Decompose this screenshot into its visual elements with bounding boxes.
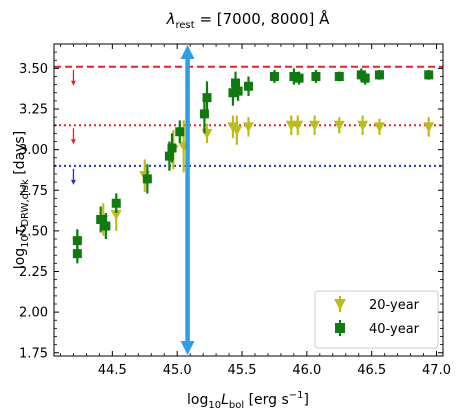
point-40-year-7: [167, 133, 177, 163]
y-tick-label: 2.25: [19, 265, 48, 280]
point-40-year-21: [360, 71, 370, 85]
legend-swatch-40-year: [335, 323, 345, 333]
y-axis-label-var-sub: DRW,disk: [20, 179, 31, 227]
x-axis-label-unit-end: ]: [304, 392, 309, 408]
x-tick-label: 45.5: [228, 363, 257, 378]
point-20-year-13: [333, 117, 345, 134]
point-40-year-5: [142, 164, 152, 194]
point-20-year-11: [292, 115, 304, 135]
y-tick-label: 2.00: [19, 306, 48, 321]
point-40-year-8: [175, 120, 185, 144]
point-20-year-9: [243, 117, 254, 137]
point-20-year-6: [201, 123, 213, 144]
y-tick-label: 3.00: [19, 143, 48, 158]
point-40-year-14: [244, 76, 253, 96]
x-tick-label: 46.0: [292, 363, 321, 378]
y-axis-label-log: log: [12, 248, 28, 269]
title-subscript: rest: [175, 20, 194, 31]
x-tick-label: 47.0: [422, 363, 451, 378]
point-20-year-8: [231, 115, 243, 145]
point-40-year-2: [96, 206, 106, 233]
y-tick-label: 2.75: [19, 184, 48, 199]
y-axis-label-base: 10: [20, 235, 31, 248]
legend-label-20-year: 20-year: [369, 298, 420, 313]
point-40-year-3: [101, 213, 111, 239]
point-40-year-1: [72, 229, 82, 252]
x-axis-label-var: L: [221, 392, 229, 408]
legend-entry-40-year: 40-year: [335, 320, 420, 337]
y-axis-label-var: τ: [12, 226, 28, 235]
point-40-year-22: [374, 70, 384, 80]
divider-head-bottom: [180, 341, 195, 355]
point-40-year-16: [289, 68, 299, 85]
chart-title: λrest = [7000, 8000] Å: [166, 9, 331, 31]
reference-lines: [54, 65, 443, 167]
legend-box: [314, 290, 439, 349]
point-40-year-10: [202, 81, 212, 114]
x-axis-label-base: 10: [208, 400, 221, 411]
y-tick-label: 3.50: [19, 62, 48, 77]
y-axis-label-unit: [days]: [12, 131, 28, 179]
x-axis-label-unit-sup: −1: [289, 390, 304, 401]
legend-swatch-20-year: [334, 299, 346, 310]
point-40-year-4: [111, 193, 121, 213]
x-tick-label: 46.5: [357, 363, 386, 378]
legend: 20-year 40-year: [314, 290, 439, 349]
point-20-year-16: [423, 117, 435, 137]
x-axis-label-log: log: [187, 392, 208, 408]
y-axis-label: log10τDRW,disk [days]: [12, 131, 31, 269]
point-40-year-19: [334, 71, 344, 82]
title-lambda: λ: [166, 10, 176, 28]
legend-label-40-year: 40-year: [369, 322, 420, 337]
y-tick-label: 2.50: [19, 224, 48, 239]
luminosity-divider: [180, 45, 195, 355]
x-axis-label-unit: [erg s: [244, 392, 289, 408]
x-tick-label: 45.0: [163, 363, 192, 378]
point-20-year-12: [309, 115, 321, 135]
upper-limit-arrow-2: [70, 168, 76, 185]
upper-limit-arrows: [70, 69, 76, 185]
point-20-year-14: [357, 115, 369, 135]
point-20-year-15: [373, 118, 385, 135]
title-range: = [7000, 8000] Å: [195, 9, 330, 28]
x-axis-label-var-sub: bol: [229, 400, 244, 411]
point-40-year-15: [269, 70, 279, 83]
point-40-year-23: [424, 70, 434, 80]
divider-head-top: [180, 45, 195, 59]
legend-entry-20-year: 20-year: [334, 296, 420, 313]
y-tick-label: 3.25: [19, 103, 48, 118]
x-axis-label: log10Lbol [erg s−1]: [187, 390, 309, 411]
plot-frame: [53, 43, 444, 357]
point-40-year-17: [294, 71, 304, 85]
x-tick-label: 44.5: [98, 363, 127, 378]
point-40-year-18: [311, 70, 321, 83]
axis-ticks: 44.5 45.0 45.5 46.0 46.5 47.0 1.75 2.00 2.25 2.50…: [19, 44, 451, 378]
data-points: [71, 68, 435, 264]
upper-limit-arrow-0: [70, 69, 76, 86]
point-40-year-13: [233, 81, 243, 101]
y-tick-label: 1.75: [19, 346, 48, 361]
upper-limit-arrow-1: [70, 128, 76, 145]
